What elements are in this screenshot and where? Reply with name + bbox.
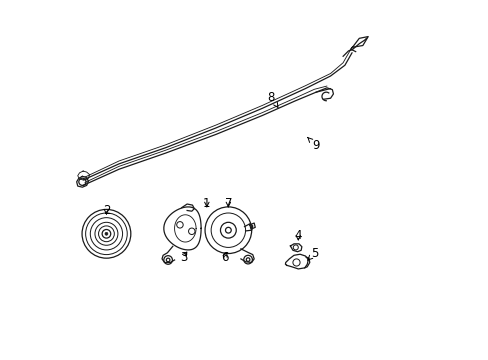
Text: 1: 1	[203, 197, 210, 210]
Text: 4: 4	[294, 229, 302, 242]
Text: 6: 6	[221, 251, 228, 264]
Text: 7: 7	[224, 197, 232, 210]
Text: 9: 9	[307, 138, 319, 152]
Text: 5: 5	[307, 247, 318, 260]
Text: 3: 3	[180, 251, 187, 264]
Text: 8: 8	[267, 91, 277, 107]
Text: 2: 2	[102, 204, 110, 217]
Circle shape	[105, 232, 108, 235]
